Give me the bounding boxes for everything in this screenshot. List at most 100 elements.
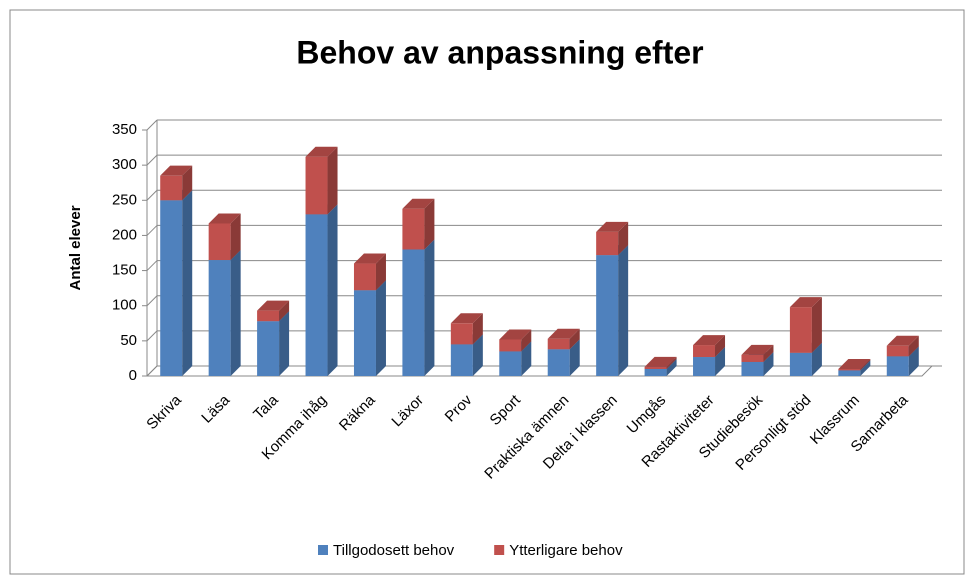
y-tick-label: 300 bbox=[112, 156, 137, 173]
bar-top bbox=[838, 358, 871, 369]
bar-side bbox=[327, 146, 338, 215]
bar-side bbox=[521, 341, 532, 376]
bar-side bbox=[860, 360, 871, 376]
bar-segment bbox=[499, 329, 532, 352]
bar-top bbox=[547, 328, 580, 339]
bar-side bbox=[666, 356, 677, 369]
bar-segment bbox=[402, 198, 435, 250]
legend-label: Ytterligare behov bbox=[509, 542, 623, 559]
bar-segment bbox=[741, 344, 774, 362]
bar-top bbox=[353, 253, 386, 264]
bar-side bbox=[860, 358, 871, 371]
bar-front bbox=[257, 321, 280, 376]
bar-top bbox=[402, 198, 435, 209]
bar-front bbox=[499, 351, 522, 376]
bar-side bbox=[569, 328, 580, 350]
bar-top bbox=[160, 165, 193, 176]
bar-side bbox=[811, 342, 822, 376]
y-tick-label: 50 bbox=[120, 332, 137, 349]
bar-front bbox=[596, 231, 619, 256]
bar-front bbox=[886, 356, 909, 376]
bar-segment bbox=[789, 297, 822, 353]
bar-segment bbox=[160, 165, 193, 201]
y-axis-label: Antal elever bbox=[67, 205, 84, 290]
bar-side bbox=[569, 339, 580, 376]
bar-front bbox=[693, 357, 716, 376]
legend-swatch bbox=[494, 545, 505, 555]
bar-top bbox=[499, 329, 532, 340]
bar-front bbox=[450, 323, 473, 345]
grid-diag bbox=[146, 330, 158, 342]
bar-segment bbox=[257, 300, 290, 322]
bar-side bbox=[230, 213, 241, 261]
bar-front bbox=[499, 339, 522, 352]
bar-front bbox=[208, 223, 231, 261]
bar-side bbox=[715, 335, 726, 358]
grid-diag bbox=[146, 260, 158, 271]
bar-top bbox=[886, 335, 919, 346]
grid-diag bbox=[146, 189, 158, 201]
bar-segment bbox=[886, 335, 919, 357]
bar-front bbox=[838, 368, 861, 371]
bar-front bbox=[353, 290, 376, 376]
grid-diag bbox=[146, 154, 158, 166]
bar-side bbox=[666, 358, 677, 376]
bar-front bbox=[644, 368, 667, 376]
bar-side bbox=[375, 253, 386, 291]
grid-diag bbox=[146, 295, 158, 307]
bar-side bbox=[279, 300, 290, 322]
bar-segment bbox=[160, 190, 193, 376]
bar-top bbox=[741, 344, 774, 355]
bar-segment bbox=[596, 221, 629, 256]
bar-side bbox=[230, 250, 241, 376]
bar-side bbox=[327, 204, 338, 376]
bar-front bbox=[402, 249, 425, 376]
bar-side bbox=[472, 334, 483, 376]
bar-front bbox=[693, 345, 716, 358]
bar-top bbox=[789, 297, 822, 308]
y-tick-label: 0 bbox=[129, 367, 137, 384]
bar-top bbox=[596, 221, 629, 232]
bar-top bbox=[208, 213, 241, 224]
bar-segment bbox=[305, 204, 338, 376]
chart-border bbox=[9, 9, 965, 575]
bar-front bbox=[547, 349, 570, 376]
chart-title: Behov av anpassning efter bbox=[296, 34, 703, 70]
bar-segment bbox=[596, 245, 629, 376]
y-tick-label: 100 bbox=[112, 297, 137, 314]
bar-side bbox=[618, 245, 629, 376]
bar-side bbox=[279, 311, 290, 376]
bar-side bbox=[472, 313, 483, 345]
bar-front bbox=[789, 352, 812, 376]
bar-segment bbox=[353, 253, 386, 291]
bar-segment bbox=[402, 239, 435, 376]
bar-side bbox=[763, 351, 774, 376]
bar-side bbox=[908, 335, 919, 357]
bar-side bbox=[618, 221, 629, 256]
bar-side bbox=[182, 165, 193, 201]
bar-segment bbox=[547, 328, 580, 350]
grid-diag bbox=[146, 365, 158, 377]
y-tick-label: 150 bbox=[112, 262, 137, 279]
bar-top bbox=[305, 146, 338, 157]
legend-swatch bbox=[318, 545, 328, 555]
bar-top bbox=[644, 356, 677, 367]
bar-segment bbox=[208, 213, 241, 261]
bar-side bbox=[715, 347, 726, 376]
bar-side bbox=[424, 239, 435, 376]
bar-side bbox=[424, 198, 435, 250]
bar-side bbox=[811, 297, 822, 353]
bar-segment bbox=[450, 313, 483, 345]
bar-side bbox=[908, 346, 919, 376]
bar-front bbox=[741, 361, 764, 376]
bar-front bbox=[353, 263, 376, 291]
bar-front bbox=[305, 214, 328, 376]
bar-front bbox=[208, 260, 231, 376]
bar-front bbox=[596, 255, 619, 376]
bar-front bbox=[789, 307, 812, 353]
bar-front bbox=[450, 344, 473, 376]
legend-label: Tillgodosett behov bbox=[333, 542, 455, 559]
bar-segment bbox=[305, 146, 338, 215]
bar-segment bbox=[838, 358, 871, 371]
